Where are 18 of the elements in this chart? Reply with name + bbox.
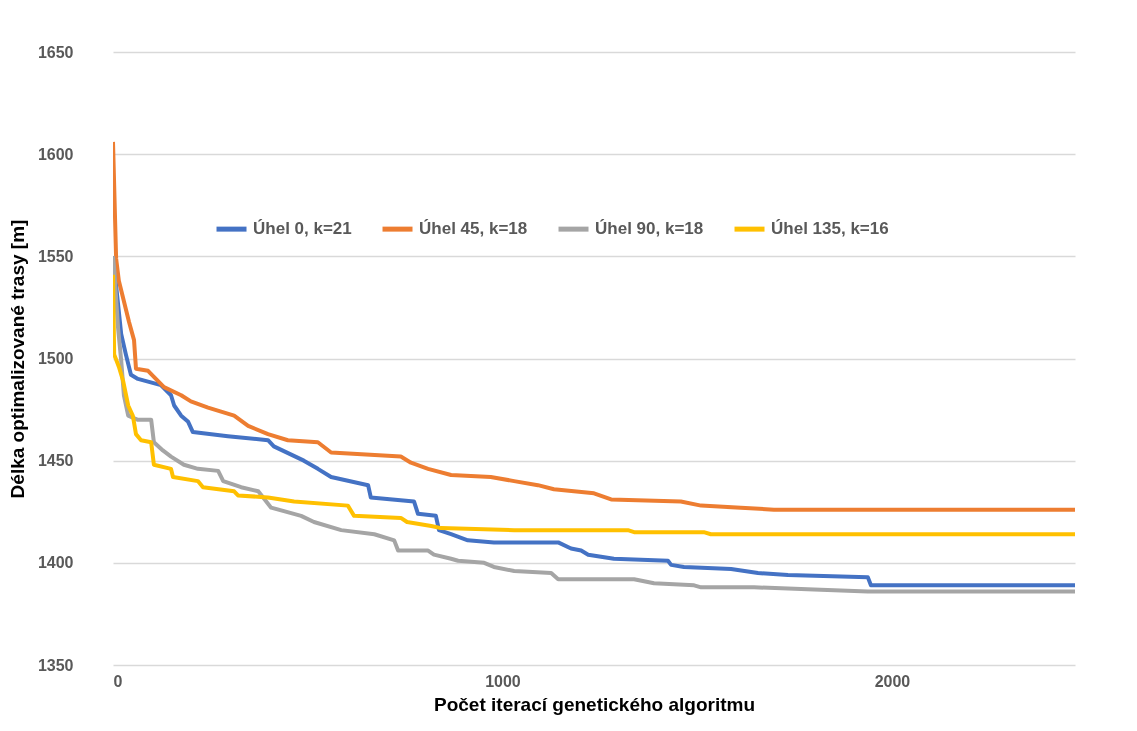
y-tick-label: 1650 (37, 43, 74, 61)
y-tick-label: 1600 (37, 145, 74, 163)
x-tick-label: 2000 (874, 672, 911, 690)
legend-label: Úhel 90, k=18 (595, 219, 704, 239)
line-series (113, 272, 1075, 537)
x-axis-title: Počet iterací genetického algoritmu (434, 693, 755, 715)
legend-label: Úhel 0, k=21 (253, 219, 352, 239)
y-tick-label: 1550 (37, 247, 74, 265)
y-tick-label: 1400 (37, 554, 74, 572)
y-tick-label: 1450 (37, 452, 74, 470)
y-tick-label: 1500 (37, 350, 74, 367)
y-axis-title: Délka optimalizované trasy [m] (6, 219, 28, 499)
legend-label: Úhel 45, k=18 (419, 219, 528, 239)
x-tick-label: 0 (113, 672, 123, 690)
line-series (113, 139, 1075, 512)
x-tick-label: 1000 (485, 672, 521, 690)
legend-label: Úhel 135, k=16 (771, 219, 889, 239)
y-tick-label: 1350 (37, 656, 74, 674)
